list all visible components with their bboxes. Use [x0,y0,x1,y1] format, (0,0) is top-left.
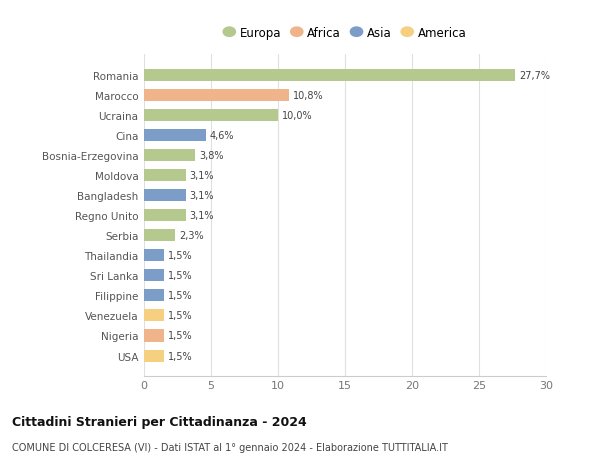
Text: 3,1%: 3,1% [190,171,214,181]
Text: COMUNE DI COLCERESA (VI) - Dati ISTAT al 1° gennaio 2024 - Elaborazione TUTTITAL: COMUNE DI COLCERESA (VI) - Dati ISTAT al… [12,442,448,452]
Text: 3,8%: 3,8% [199,151,223,161]
Text: 1,5%: 1,5% [168,291,193,301]
Text: 1,5%: 1,5% [168,271,193,281]
Bar [144,170,185,182]
Bar [144,250,164,262]
Bar [144,210,185,222]
Bar [144,110,278,122]
Bar [144,310,164,322]
Bar [144,290,164,302]
Text: 3,1%: 3,1% [190,211,214,221]
Bar [144,130,206,142]
Legend: Europa, Africa, Asia, America: Europa, Africa, Asia, America [218,22,472,45]
Bar [144,150,195,162]
Bar [144,330,164,342]
Bar [144,90,289,102]
Text: 2,3%: 2,3% [179,231,203,241]
Text: 4,6%: 4,6% [209,131,234,141]
Text: 10,0%: 10,0% [282,111,313,121]
Text: 1,5%: 1,5% [168,351,193,361]
Bar [144,270,164,282]
Bar [144,190,185,202]
Bar [144,70,515,82]
Text: 1,5%: 1,5% [168,251,193,261]
Text: 27,7%: 27,7% [519,71,550,81]
Text: 10,8%: 10,8% [293,91,323,101]
Text: 1,5%: 1,5% [168,311,193,321]
Text: Cittadini Stranieri per Cittadinanza - 2024: Cittadini Stranieri per Cittadinanza - 2… [12,415,307,428]
Bar [144,350,164,362]
Bar [144,230,175,242]
Text: 3,1%: 3,1% [190,191,214,201]
Text: 1,5%: 1,5% [168,331,193,341]
